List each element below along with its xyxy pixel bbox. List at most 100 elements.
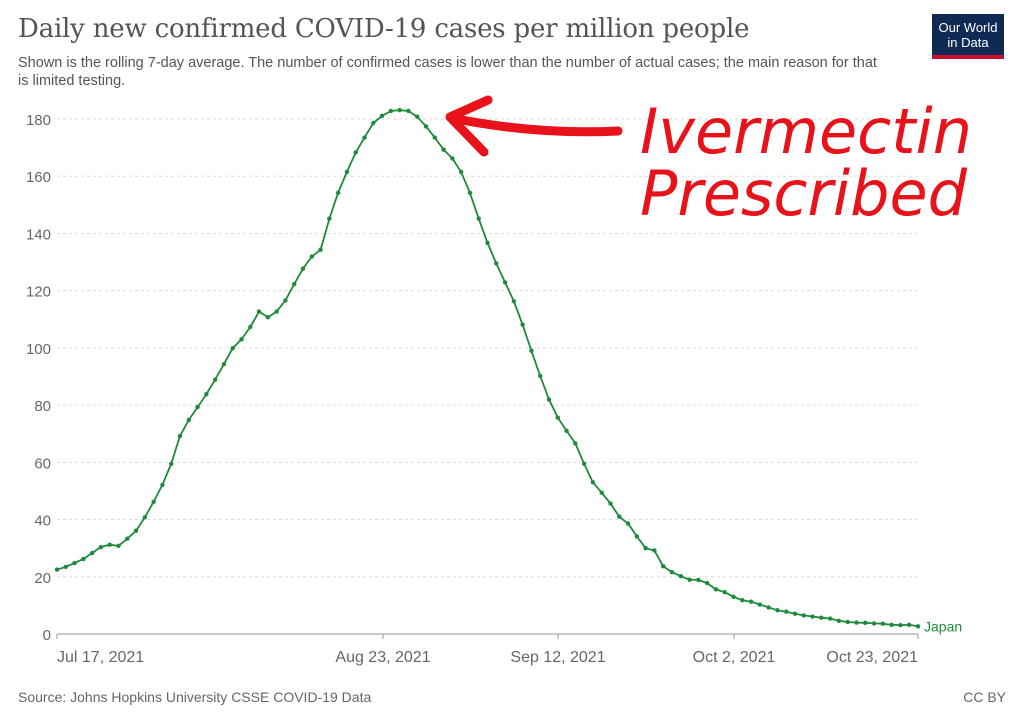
data-point[interactable] <box>186 417 191 423</box>
source-note[interactable]: Source: Johns Hopkins University CSSE CO… <box>18 689 372 705</box>
data-point[interactable] <box>599 490 604 495</box>
data-point[interactable] <box>801 613 806 618</box>
data-point[interactable] <box>98 544 104 550</box>
data-point[interactable] <box>792 611 798 616</box>
data-point[interactable] <box>63 564 68 569</box>
data-point[interactable] <box>248 324 253 330</box>
data-point[interactable] <box>116 543 121 549</box>
data-point[interactable] <box>160 482 165 488</box>
data-point[interactable] <box>494 261 499 266</box>
data-point[interactable] <box>265 315 271 320</box>
data-point[interactable] <box>327 216 332 221</box>
data-point[interactable] <box>467 190 473 196</box>
data-point[interactable] <box>669 570 675 575</box>
data-point[interactable] <box>177 433 183 439</box>
data-point[interactable] <box>573 441 578 446</box>
data-point[interactable] <box>476 216 481 221</box>
data-point[interactable] <box>713 587 719 592</box>
data-point[interactable] <box>283 298 288 303</box>
data-point[interactable] <box>450 156 455 161</box>
data-point[interactable] <box>766 605 771 610</box>
data-point[interactable] <box>353 150 358 155</box>
data-point[interactable] <box>89 550 95 556</box>
data-point[interactable] <box>898 622 903 628</box>
data-point[interactable] <box>661 563 666 569</box>
data-point[interactable] <box>784 609 789 614</box>
data-point[interactable] <box>212 377 218 382</box>
data-point[interactable] <box>827 616 833 621</box>
data-point[interactable] <box>731 594 736 600</box>
data-point[interactable] <box>696 577 701 583</box>
data-point[interactable] <box>511 299 517 304</box>
data-point[interactable] <box>151 499 156 505</box>
data-point[interactable] <box>318 247 323 252</box>
data-point[interactable] <box>502 280 508 285</box>
data-point[interactable] <box>458 169 464 175</box>
data-point[interactable] <box>555 415 560 420</box>
data-point[interactable] <box>652 548 657 553</box>
data-point[interactable] <box>274 309 279 314</box>
data-point[interactable] <box>256 309 262 314</box>
data-point[interactable] <box>915 624 921 629</box>
data-point[interactable] <box>379 113 385 119</box>
data-point[interactable] <box>142 515 148 520</box>
data-point[interactable] <box>204 392 209 397</box>
owid-logo[interactable]: Our World in Data <box>932 14 1004 59</box>
data-point[interactable] <box>678 574 683 579</box>
data-point[interactable] <box>195 404 200 410</box>
data-point[interactable] <box>344 169 350 175</box>
data-point[interactable] <box>819 615 824 620</box>
data-point[interactable] <box>625 521 631 526</box>
series-japan[interactable]: Japan <box>54 107 962 634</box>
series-label-japan[interactable]: Japan <box>924 618 962 634</box>
data-point[interactable] <box>845 619 850 625</box>
data-point[interactable] <box>133 528 139 533</box>
data-point[interactable] <box>634 534 640 539</box>
data-point[interactable] <box>441 147 446 152</box>
data-point[interactable] <box>590 480 596 485</box>
data-point[interactable] <box>854 620 859 625</box>
data-point[interactable] <box>54 567 60 572</box>
data-point[interactable] <box>617 514 622 519</box>
data-point[interactable] <box>520 322 525 327</box>
data-point[interactable] <box>757 602 763 607</box>
data-point[interactable] <box>300 266 306 271</box>
data-point[interactable] <box>292 281 297 287</box>
data-point[interactable] <box>863 620 868 626</box>
data-point[interactable] <box>423 124 429 129</box>
data-point[interactable] <box>740 598 745 603</box>
data-point[interactable] <box>415 114 420 119</box>
data-point[interactable] <box>775 608 780 613</box>
data-point[interactable] <box>581 461 587 466</box>
data-point[interactable] <box>309 254 314 259</box>
data-point[interactable] <box>169 461 174 466</box>
data-point[interactable] <box>335 190 341 196</box>
data-point[interactable] <box>388 108 394 114</box>
license-link[interactable]: CC BY <box>963 689 1006 705</box>
data-point[interactable] <box>432 135 437 140</box>
data-point[interactable] <box>748 599 754 604</box>
data-point[interactable] <box>406 108 411 114</box>
data-point[interactable] <box>810 614 815 619</box>
data-point[interactable] <box>125 536 130 541</box>
data-point[interactable] <box>221 361 227 367</box>
data-point[interactable] <box>81 556 86 562</box>
data-point[interactable] <box>564 428 569 434</box>
data-point[interactable] <box>880 621 886 626</box>
data-point[interactable] <box>889 622 894 628</box>
data-point[interactable] <box>546 397 552 402</box>
data-point[interactable] <box>230 345 235 351</box>
data-point[interactable] <box>538 373 543 379</box>
data-point[interactable] <box>687 577 692 582</box>
data-point[interactable] <box>485 240 490 246</box>
data-point[interactable] <box>362 135 367 140</box>
data-point[interactable] <box>608 501 613 506</box>
data-point[interactable] <box>907 622 912 628</box>
data-point[interactable] <box>107 542 112 547</box>
data-point[interactable] <box>871 621 877 626</box>
data-point[interactable] <box>371 120 376 126</box>
data-point[interactable] <box>643 545 648 551</box>
data-point[interactable] <box>722 590 727 595</box>
data-point[interactable] <box>72 560 77 566</box>
data-point[interactable] <box>704 580 710 586</box>
